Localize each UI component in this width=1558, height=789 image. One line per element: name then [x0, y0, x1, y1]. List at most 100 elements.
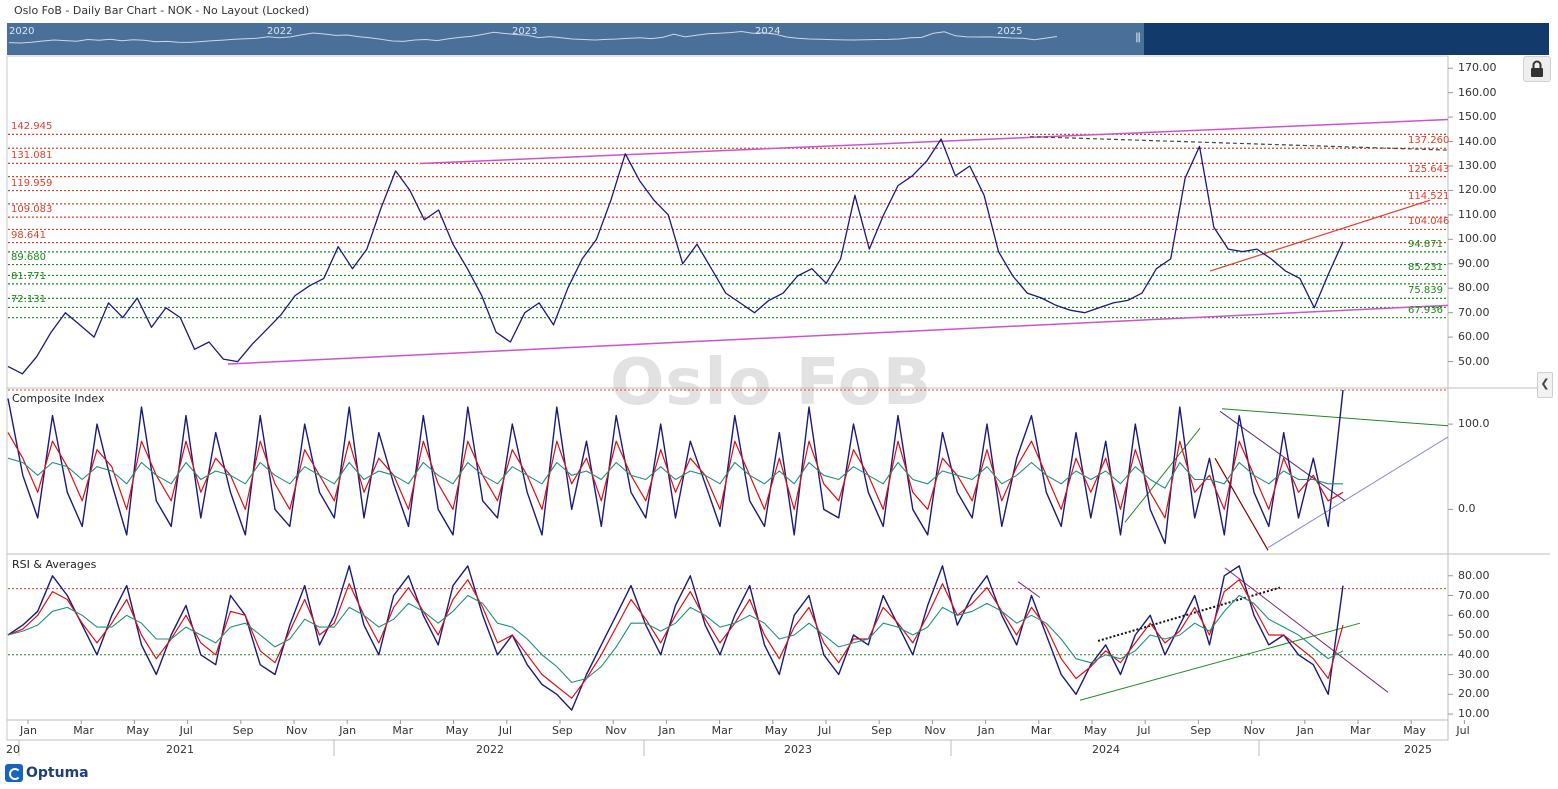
y-tick-label: 10.00	[1458, 707, 1490, 721]
rsi-pane-title: RSI & Averages	[12, 558, 97, 571]
x-month-label: Sep	[1190, 724, 1212, 737]
y-tick-label: 120.00	[1458, 183, 1497, 197]
x-month-label: Mar	[1350, 724, 1371, 737]
y-tick-label: 160.00	[1458, 85, 1497, 99]
x-month-label: Jul	[818, 724, 832, 737]
fib-level-label: 67.936	[1408, 304, 1443, 316]
y-tick-label: 60.00	[1458, 608, 1490, 622]
y-tick-label: 100.00	[1458, 232, 1497, 246]
trend-line	[1097, 586, 1281, 642]
x-month-label: Nov	[1243, 724, 1266, 737]
fib-level-label: 131.081	[11, 150, 53, 162]
series-line	[7, 594, 1344, 683]
x-month-label: Sep	[232, 724, 254, 737]
y-tick-label: 70.00	[1458, 588, 1490, 602]
fib-level-label: 94.871	[1408, 238, 1443, 250]
navigator-year: 2025	[997, 26, 1023, 37]
x-year-label: 20	[6, 743, 20, 756]
channel-lower-line	[227, 304, 1449, 365]
x-month-label: Jul	[498, 724, 513, 737]
fib-level-label: 85.231	[1408, 262, 1443, 274]
date-navigator[interactable]: 2020 2022 2023 2024 2025 |||	[7, 23, 1549, 55]
x-month-label: Jul	[179, 724, 193, 737]
y-tick-label: 110.00	[1458, 207, 1497, 221]
trend-line	[1017, 581, 1041, 598]
y-tick-label: 90.00	[1458, 256, 1490, 270]
series-line	[7, 389, 1344, 545]
optuma-logo-icon	[5, 764, 23, 782]
navigator-selected-range[interactable]	[1144, 23, 1549, 55]
x-month-label: Jan	[977, 724, 995, 737]
channel-upper-line	[419, 118, 1449, 165]
trend-line	[1214, 457, 1269, 551]
y-tick-label: 50.00	[1458, 354, 1490, 368]
x-year-label: 2024	[1092, 743, 1120, 756]
y-tick-label: 70.00	[1458, 305, 1490, 319]
trend-line	[1124, 428, 1201, 523]
x-month-label: Sep	[552, 724, 573, 737]
x-month-label: May	[126, 724, 150, 737]
x-month-label: Jan	[339, 724, 357, 737]
optuma-logo: Optuma	[5, 763, 89, 783]
series-line	[7, 565, 1344, 711]
chart-frame	[6, 55, 1449, 741]
x-year-label: 2022	[476, 743, 504, 756]
trend-line	[1079, 622, 1361, 701]
fib-level-label: 75.839	[1408, 285, 1443, 297]
y-tick-label: 0.0	[1458, 502, 1476, 516]
collapse-panel-button[interactable]: ❮	[1537, 372, 1553, 398]
lock-icon[interactable]	[1523, 56, 1551, 82]
x-month-label: Jan	[658, 724, 676, 737]
y-tick-label: 80.00	[1458, 281, 1490, 295]
fib-level-label: 142.945	[11, 121, 53, 133]
x-month-label: Mar	[711, 724, 733, 737]
fib-level-label: 114.521	[1408, 190, 1450, 202]
x-month-label: Mar	[1030, 724, 1052, 737]
trend-line	[1209, 199, 1431, 272]
trend-line	[1267, 436, 1449, 549]
trend-line	[1224, 567, 1389, 693]
fib-level-label: 119.959	[11, 177, 53, 189]
x-year-label: 2021	[166, 743, 194, 756]
y-tick-label: 30.00	[1458, 667, 1490, 681]
watermark: Oslo FoB	[610, 346, 933, 420]
x-month-label: May	[445, 724, 469, 737]
x-month-label: Nov	[605, 724, 627, 737]
x-month-label: Jan	[1296, 724, 1314, 737]
fib-level-label: 104.046	[1408, 216, 1450, 228]
navigator-sparkline	[8, 30, 1058, 44]
y-tick-label: 60.00	[1458, 330, 1490, 344]
y-tick-label: 80.00	[1458, 568, 1490, 582]
x-month-label: Sep	[871, 724, 892, 737]
y-tick-label: 20.00	[1458, 687, 1490, 701]
y-tick-label: 50.00	[1458, 628, 1490, 642]
series-line	[7, 579, 1344, 699]
window-title: Oslo FoB - Daily Bar Chart - NOK - No La…	[14, 4, 310, 17]
y-tick-label: 170.00	[1458, 61, 1497, 75]
x-month-label: May	[1084, 724, 1107, 737]
navigator-year: 2024	[755, 26, 781, 37]
y-tick-label: 40.00	[1458, 647, 1490, 661]
navigator-drag-handle[interactable]: |||	[1135, 32, 1141, 43]
x-month-label: Mar	[73, 724, 94, 737]
logo-text: Optuma	[26, 765, 89, 781]
x-month-label: Mar	[392, 724, 414, 737]
fib-level-label: 137.260	[1408, 135, 1450, 147]
trend-line	[1221, 408, 1449, 427]
composite-pane-title: Composite Index	[12, 392, 105, 405]
fib-level-label: 72.131	[11, 294, 46, 306]
x-month-label: Nov	[286, 724, 308, 737]
fib-level-label: 98.641	[11, 229, 46, 241]
y-tick-label: 130.00	[1458, 159, 1497, 172]
navigator-year: 2022	[267, 26, 293, 37]
x-month-label: May	[1403, 724, 1426, 737]
y-tick-label: 150.00	[1458, 110, 1497, 124]
navigator-year: 2020	[9, 26, 35, 37]
series-line	[7, 457, 1343, 489]
x-month-label: Jul	[1137, 724, 1151, 737]
fib-level-label: 81.771	[11, 270, 46, 282]
x-month-label: May	[764, 724, 788, 737]
y-tick-label: 100.0	[1458, 417, 1490, 431]
navigator-year: 2023	[512, 26, 538, 37]
